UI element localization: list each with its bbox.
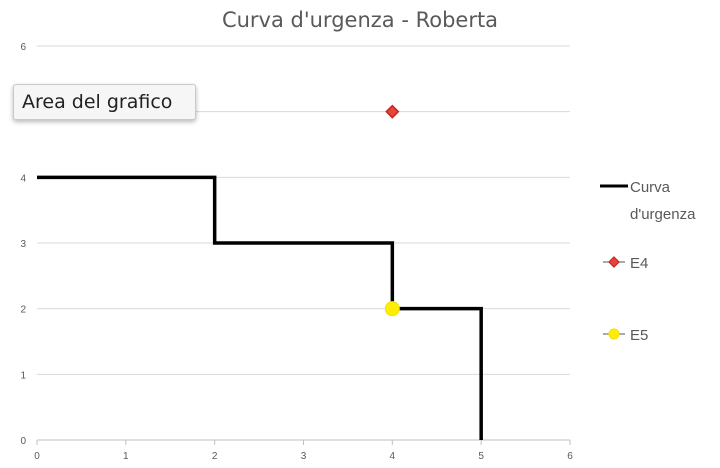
- x-tick-label: 1: [123, 451, 129, 462]
- chart-title: Curva d'urgenza - Roberta: [221, 8, 499, 32]
- y-tick-label: 6: [20, 42, 26, 53]
- data-point-e4[interactable]: [385, 104, 400, 119]
- chart-area-tooltip: Area del grafico: [13, 84, 196, 120]
- legend-marker-e5: [608, 328, 620, 340]
- x-tick-label: 6: [567, 451, 573, 462]
- legend-marker-e4: [608, 256, 620, 268]
- y-tick-label: 3: [20, 239, 26, 250]
- legend-label[interactable]: Curva: [630, 179, 671, 196]
- x-tick-label: 3: [301, 451, 307, 462]
- y-tick-label: 2: [20, 305, 26, 316]
- legend-label[interactable]: E4: [630, 255, 648, 272]
- series-line-urgency-curve[interactable]: [37, 175, 483, 440]
- y-tick-label: 1: [20, 370, 26, 381]
- x-tick-label: 2: [212, 451, 218, 462]
- legend-label[interactable]: d'urgenza: [630, 206, 696, 223]
- data-point-e5[interactable]: [384, 301, 400, 317]
- y-tick-label: 4: [20, 173, 26, 184]
- x-tick-label: 4: [390, 451, 396, 462]
- x-tick-label: 5: [478, 451, 484, 462]
- y-tick-label: 0: [20, 436, 26, 447]
- legend-label[interactable]: E5: [630, 327, 648, 344]
- x-tick-label: 0: [34, 451, 40, 462]
